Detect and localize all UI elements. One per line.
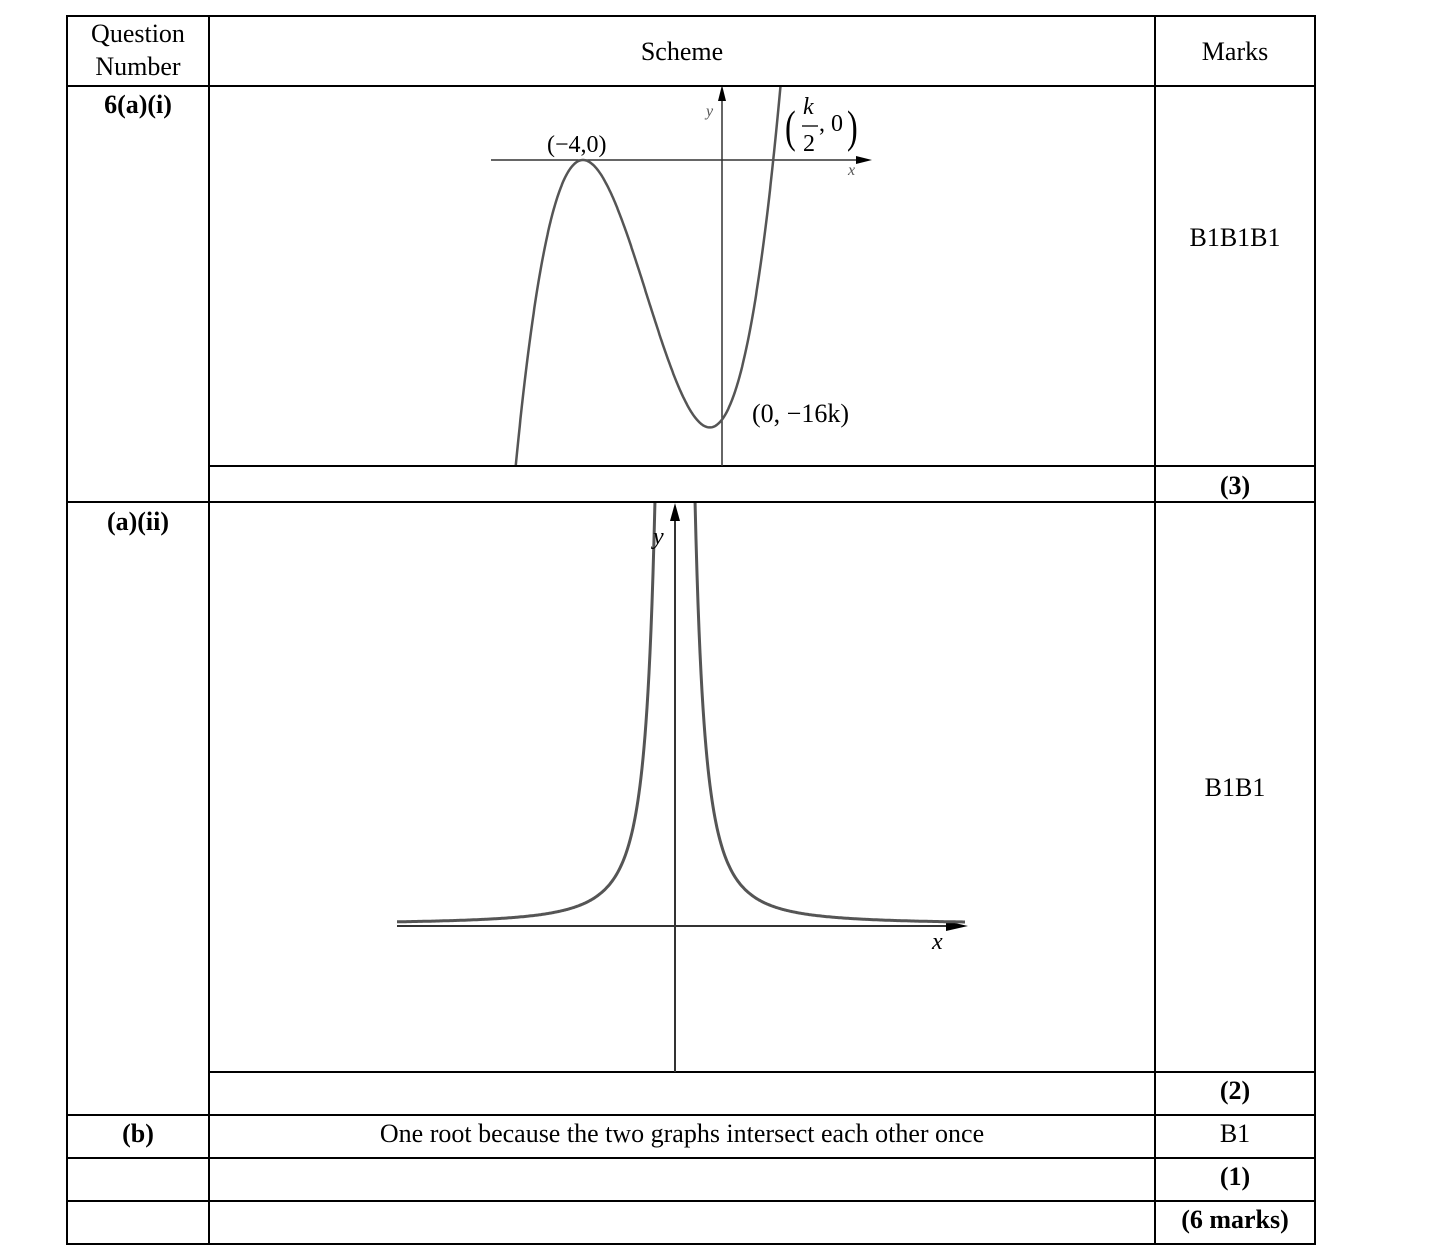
header-scheme: Scheme [640, 37, 724, 66]
table-border [66, 501, 1316, 503]
table-border [209, 1071, 1316, 1073]
root-paren-left: ( [785, 101, 796, 152]
reciprocal-squared-graph: y x [397, 503, 968, 1072]
cubic-graph: y x (−4,0) (0, −16k) ( k 2 , 0 ) [491, 85, 872, 466]
root-denominator: 2 [803, 131, 815, 157]
cubic-curve [514, 87, 782, 465]
y-axis-arrow-icon [670, 503, 680, 521]
table-border [66, 85, 1316, 87]
scheme-6b: One root because the two graphs intersec… [379, 1119, 985, 1148]
table-border [1154, 15, 1156, 1245]
question-6aii: (a)(ii) [106, 507, 170, 536]
question-6ai: 6(a)(i) [104, 90, 172, 119]
x-axis-label: x [847, 162, 855, 179]
y-intercept-label: (0, −16k) [752, 399, 849, 428]
table-border [66, 1200, 1316, 1202]
total-marks: (6 marks) [1181, 1205, 1289, 1234]
header-question-number: Question Number [68, 17, 208, 83]
table-border [209, 465, 1316, 467]
root-numerator: k [803, 94, 814, 120]
y-axis-arrow-icon [718, 85, 726, 101]
root-y: , 0 [819, 111, 843, 137]
marks-6ai: B1B1B1 [1189, 223, 1281, 252]
table-border [66, 15, 68, 1245]
max-point-label: (−4,0) [547, 132, 607, 158]
marks-6aii: B1B1 [1204, 773, 1266, 802]
subtotal-6aii: (2) [1219, 1076, 1251, 1105]
question-6b: (b) [122, 1119, 154, 1148]
header-question-line2: Number [95, 52, 181, 81]
table-border [66, 1157, 1316, 1159]
root-paren-right: ) [847, 101, 858, 152]
header-question-line1: Question [91, 19, 185, 48]
table-border [208, 15, 210, 1245]
subtotal-6ai: (3) [1219, 471, 1251, 500]
subtotal-6b: (1) [1219, 1162, 1251, 1191]
root-label: ( k 2 , 0 ) [785, 94, 858, 157]
x-axis-label: x [931, 929, 943, 955]
marks-6b: B1 [1219, 1119, 1251, 1148]
x-axis-arrow-icon [946, 921, 968, 931]
table-border [1314, 15, 1316, 1245]
table-border [66, 15, 1316, 17]
y-axis-label: y [651, 524, 664, 550]
y-axis-label: y [704, 103, 714, 120]
x-axis-arrow-icon [856, 156, 872, 164]
curve-right-branch [693, 503, 965, 924]
table-border [66, 1114, 1316, 1116]
curve-left-branch [397, 503, 657, 924]
header-marks: Marks [1201, 37, 1269, 66]
table-border [66, 1243, 1316, 1245]
